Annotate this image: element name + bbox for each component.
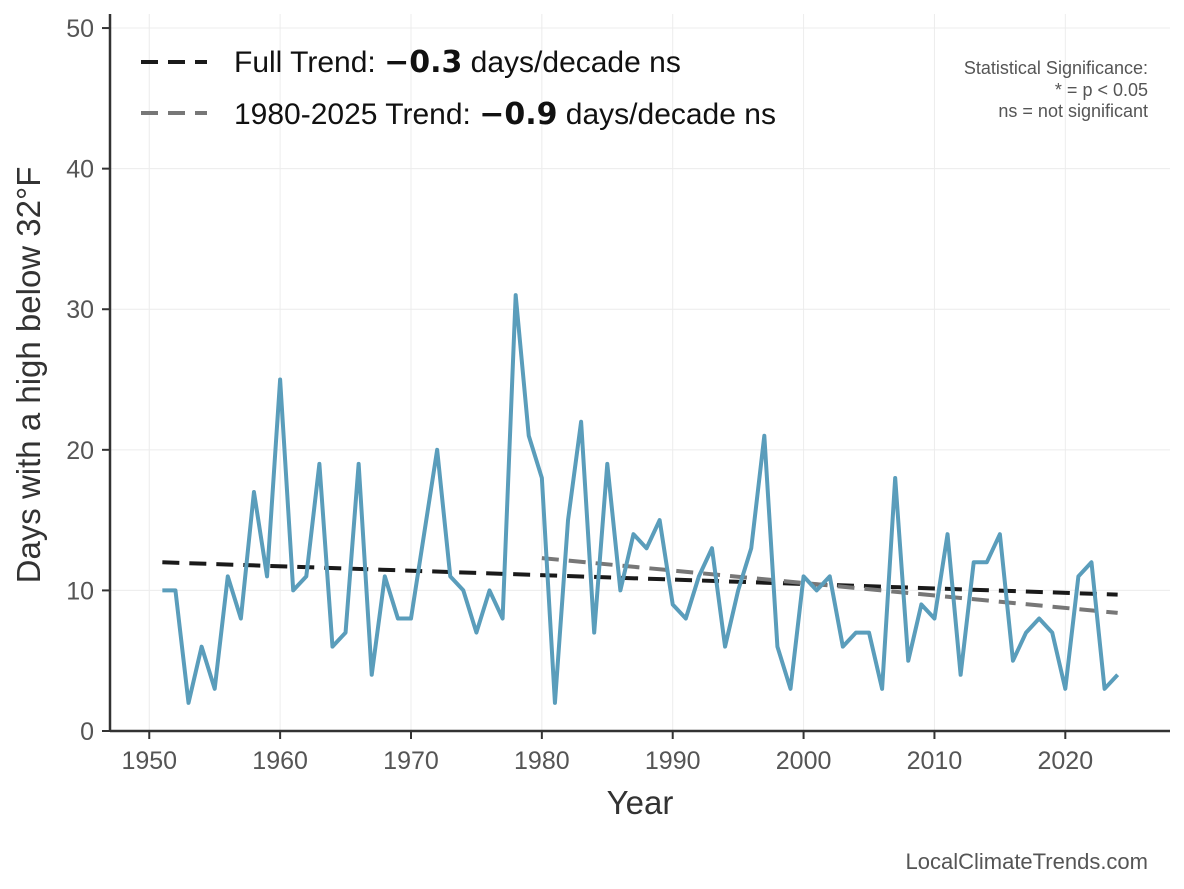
significance-star: * = p < 0.05 xyxy=(1055,80,1148,100)
full-trend-line xyxy=(162,560,1118,597)
x-tick-label: 1960 xyxy=(252,747,308,775)
significance-ns: ns = not significant xyxy=(998,101,1148,121)
x-tick-label: 1950 xyxy=(121,747,177,775)
x-tick-label: 2000 xyxy=(776,747,832,775)
grid xyxy=(110,14,1170,732)
x-axis-title: Year xyxy=(607,784,674,821)
y-tick-label: 20 xyxy=(66,437,94,465)
trend-lines xyxy=(162,556,1118,615)
credit-text: LocalClimateTrends.com xyxy=(906,849,1149,874)
y-axis-title: Days with a high below 32°F xyxy=(10,167,47,584)
recent-trend-line xyxy=(541,556,1118,615)
axes xyxy=(108,14,1170,733)
y-tick-label: 10 xyxy=(66,577,94,605)
x-tick-label: 2020 xyxy=(1037,747,1093,775)
x-tick-label: 1990 xyxy=(645,747,701,775)
significance-note: Statistical Significance: * = p < 0.05 n… xyxy=(964,58,1148,121)
data-line xyxy=(162,293,1120,705)
legend-label-recent-trend: 1980-2025 Trend: −0.9 days/decade ns xyxy=(234,97,776,132)
y-tick-label: 50 xyxy=(66,15,94,43)
legend-label-full-trend: Full Trend: −0.3 days/decade ns xyxy=(234,45,681,80)
data-points xyxy=(162,295,1118,703)
x-tick-label: 1970 xyxy=(383,747,439,775)
y-tick-label: 40 xyxy=(66,156,94,184)
y-tick-label: 0 xyxy=(80,718,94,746)
y-tick-label: 30 xyxy=(66,296,94,324)
y-ticks: 0 10 20 30 40 50 xyxy=(66,15,110,746)
legend: Full Trend: −0.3 days/decade ns 1980-202… xyxy=(141,45,776,132)
x-tick-label: 1980 xyxy=(514,747,570,775)
significance-title: Statistical Significance: xyxy=(964,58,1148,78)
x-ticks: 1950 1960 1970 1980 1990 2000 2010 2020 xyxy=(121,731,1093,775)
x-tick-label: 2010 xyxy=(907,747,963,775)
